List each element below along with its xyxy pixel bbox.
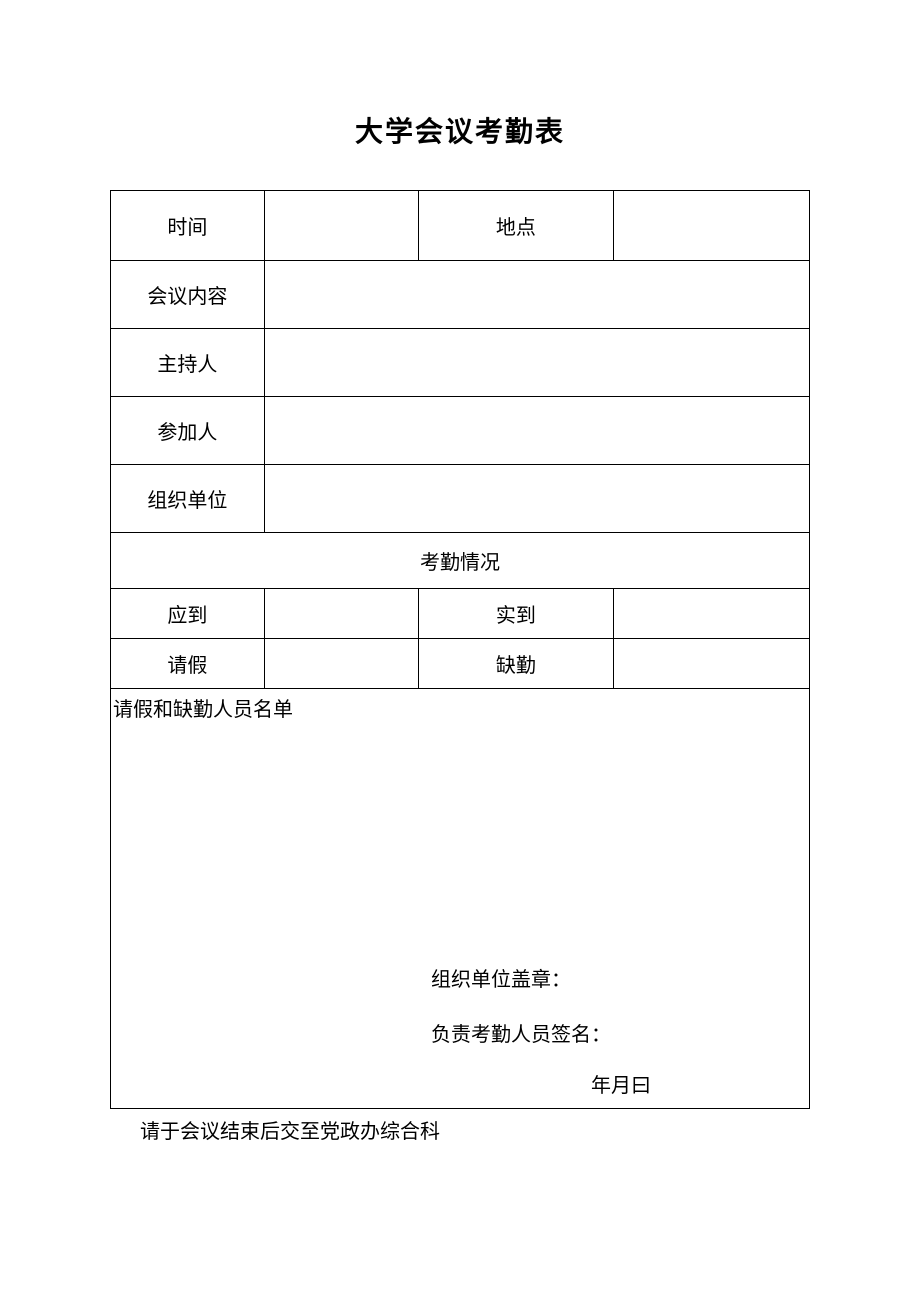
stamp-label: 组织单位盖章： bbox=[111, 963, 809, 992]
attendance-header: 考勤情况 bbox=[111, 533, 810, 589]
name-list-header: 请假和缺勤人员名单 bbox=[111, 689, 809, 726]
host-label: 主持人 bbox=[111, 329, 265, 397]
actual-value[interactable] bbox=[614, 589, 810, 639]
expected-label: 应到 bbox=[111, 589, 265, 639]
expected-value[interactable] bbox=[264, 589, 418, 639]
form-container: 大学会议考勤表 时间 地点 会议内容 主持人 参加人 组织单位 bbox=[110, 110, 810, 1144]
leave-value[interactable] bbox=[264, 639, 418, 689]
row-content: 会议内容 bbox=[111, 261, 810, 329]
row-org: 组织单位 bbox=[111, 465, 810, 533]
content-value[interactable] bbox=[264, 261, 809, 329]
row-host: 主持人 bbox=[111, 329, 810, 397]
actual-label: 实到 bbox=[418, 589, 614, 639]
place-label: 地点 bbox=[418, 191, 614, 261]
org-value[interactable] bbox=[264, 465, 809, 533]
place-value[interactable] bbox=[614, 191, 810, 261]
org-label: 组织单位 bbox=[111, 465, 265, 533]
row-attendance-header: 考勤情况 bbox=[111, 533, 810, 589]
leave-label: 请假 bbox=[111, 639, 265, 689]
footer-note: 请于会议结束后交至党政办综合科 bbox=[110, 1115, 810, 1144]
content-label: 会议内容 bbox=[111, 261, 265, 329]
name-list-cell[interactable]: 请假和缺勤人员名单 组织单位盖章： 负责考勤人员签名： 年月曰 bbox=[111, 689, 810, 1109]
time-value[interactable] bbox=[264, 191, 418, 261]
date-label: 年月曰 bbox=[111, 1069, 809, 1098]
attendee-value[interactable] bbox=[264, 397, 809, 465]
signature-block: 组织单位盖章： 负责考勤人员签名： 年月曰 bbox=[111, 963, 809, 1098]
page-title: 大学会议考勤表 bbox=[110, 110, 810, 150]
row-attendee: 参加人 bbox=[111, 397, 810, 465]
attendance-table: 时间 地点 会议内容 主持人 参加人 组织单位 考勤情况 应到 实到 bbox=[110, 190, 810, 1109]
row-expected-actual: 应到 实到 bbox=[111, 589, 810, 639]
time-label: 时间 bbox=[111, 191, 265, 261]
sign-label: 负责考勤人员签名： bbox=[111, 1018, 809, 1047]
row-name-list: 请假和缺勤人员名单 组织单位盖章： 负责考勤人员签名： 年月曰 bbox=[111, 689, 810, 1109]
attendee-label: 参加人 bbox=[111, 397, 265, 465]
row-time-place: 时间 地点 bbox=[111, 191, 810, 261]
host-value[interactable] bbox=[264, 329, 809, 397]
absent-value[interactable] bbox=[614, 639, 810, 689]
absent-label: 缺勤 bbox=[418, 639, 614, 689]
row-leave-absent: 请假 缺勤 bbox=[111, 639, 810, 689]
